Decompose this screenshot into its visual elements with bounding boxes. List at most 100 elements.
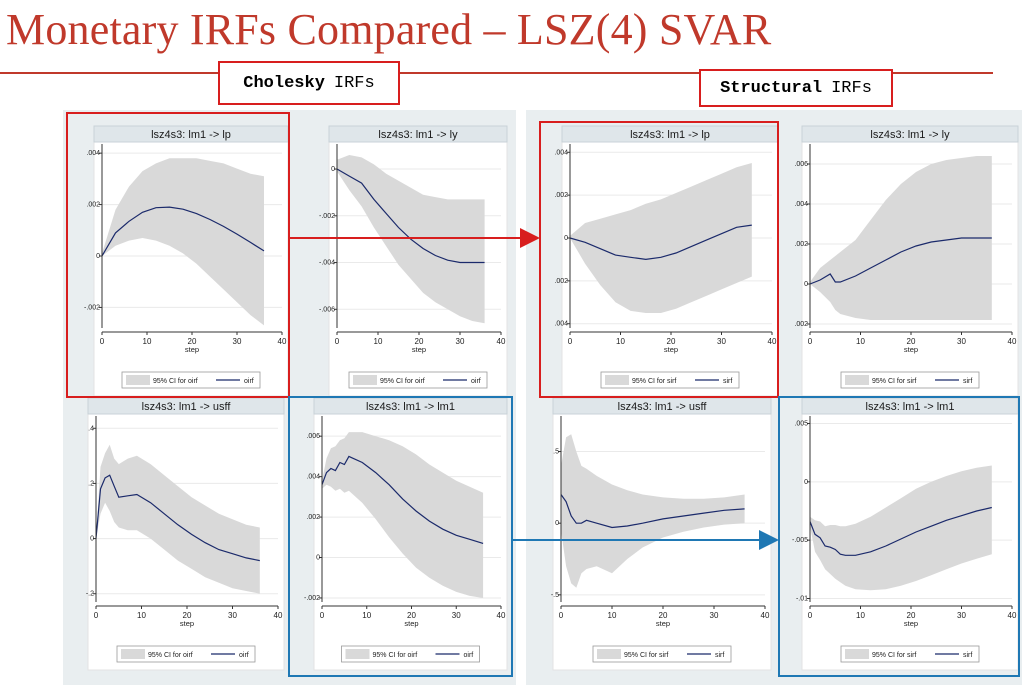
structural-header-bold: Structural [720,78,823,98]
x-tick-label: 0 [320,611,325,620]
x-tick-label: 10 [616,337,625,346]
y-tick-label: 0 [555,520,559,527]
irf-line [336,168,485,264]
chart-title: lsz4s3: lm1 -> ly [870,129,950,141]
y-tick-label: 0 [96,253,100,260]
chart-title: lsz4s3: lm1 -> lm1 [866,401,955,413]
x-tick-label: 20 [907,337,916,346]
y-tick-label: -.002 [319,213,335,220]
y-tick-label: .002 [306,514,320,521]
legend-band-swatch [605,375,629,385]
legend-box [592,645,732,663]
legend-box [840,371,980,389]
x-tick-label: 0 [94,611,99,620]
structural-header-rest: IRFs [831,78,872,98]
confidence-band [561,434,745,588]
confidence-band [810,156,992,320]
x-axis-label: step [656,619,670,628]
y-tick-label: 0 [316,555,320,562]
x-tick-label: 20 [659,611,668,620]
y-tick-label: .006 [794,161,808,168]
x-axis-label: step [904,345,918,354]
y-tick-label: 0 [331,166,335,173]
y-tick-label: -.002 [304,595,320,602]
legend-band-label: 95% CI for sirf [872,378,916,385]
x-tick-label: 10 [856,337,865,346]
irf-line [560,494,745,529]
x-axis-label: step [904,619,918,628]
y-tick-label: .002 [554,278,568,285]
x-tick-label: 0 [335,337,340,346]
x-axis-label: step [180,619,194,628]
x-axis-label: step [404,619,418,628]
x-tick-label: 0 [808,337,813,346]
x-tick-label: 0 [559,611,564,620]
y-tick-label: .4 [88,425,94,432]
x-tick-label: 0 [100,337,105,346]
structural-header: Structural IRFs [699,69,893,107]
legend-band-label: 95% CI for sirf [624,652,668,659]
x-tick-label: 30 [456,337,465,346]
irf-chart-2: lsz4s3: lm1 -> ly 0 -.002 -.004 -.006 0 10 20 30… [319,125,508,397]
y-tick-label: -.2 [86,591,94,598]
x-tick-label: 30 [233,337,242,346]
cholesky-header-rest: IRFs [333,73,375,93]
legend-box [116,645,256,663]
y-tick-label: -.01 [796,596,808,603]
legend-band-swatch [121,649,145,659]
legend-line-label: oirf [244,378,254,385]
chart-title-bar [328,125,508,143]
chart-title: lsz4s3: lm1 -> lp [630,129,710,141]
legend-line-label: oirf [239,652,249,659]
legend-band-label: 95% CI for sirf [632,378,676,385]
y-tick-label: .004 [554,149,568,156]
legend-band-label: 95% CI for oirf [153,378,198,385]
confidence-band [96,444,260,594]
legend-band-swatch [345,649,370,659]
legend-line-label: sirf [715,652,724,659]
x-tick-label: 10 [374,337,383,346]
y-tick-label: .005 [794,421,808,428]
legend-band-swatch [353,375,377,385]
x-tick-label: 40 [1008,337,1017,346]
x-tick-label: 0 [568,337,573,346]
irf-chart-4: lsz4s3: lm1 -> ly .006 .004 .002 0 .002 0 10 20 3… [794,125,1019,397]
x-tick-label: 30 [452,611,461,620]
cholesky-header-bold: Cholesky [243,73,325,93]
y-tick-label: .2 [88,480,94,487]
chart-title-bar [801,125,1019,143]
y-tick-label: .004 [86,150,100,157]
irf-chart-5: lsz4s3: lm1 -> usff .4 .2 0 -.2 0 10 20 30 40 step… [86,397,285,671]
legend-band-label: 95% CI for sirf [872,652,916,659]
x-tick-label: 10 [362,611,371,620]
y-tick-label: -.004 [319,260,335,267]
x-tick-label: 30 [957,611,966,620]
legend-band-swatch [597,649,621,659]
title-rule [0,72,993,74]
y-tick-label: .002 [554,192,568,199]
x-axis-label: step [664,345,678,354]
legend-band-label: 95% CI for oirf [380,378,425,385]
slide-title: Monetary IRFs Compared – LSZ(4) SVAR [6,5,772,54]
legend-box [348,371,488,389]
x-tick-label: 30 [717,337,726,346]
irf-line [809,237,992,285]
chart-title: lsz4s3: lm1 -> usff [142,401,232,413]
y-tick-label: .002 [794,321,808,328]
x-tick-label: 10 [608,611,617,620]
y-tick-label: -.5 [551,592,559,599]
y-tick-label: .002 [794,241,808,248]
legend-line-label: sirf [963,652,972,659]
legend-band-swatch [845,375,869,385]
x-tick-label: 30 [228,611,237,620]
x-tick-label: 40 [278,337,287,346]
x-tick-label: 10 [137,611,146,620]
y-tick-label: .004 [794,201,808,208]
legend-band-swatch [126,375,150,385]
legend-band-swatch [845,649,869,659]
x-axis-label: step [185,345,199,354]
